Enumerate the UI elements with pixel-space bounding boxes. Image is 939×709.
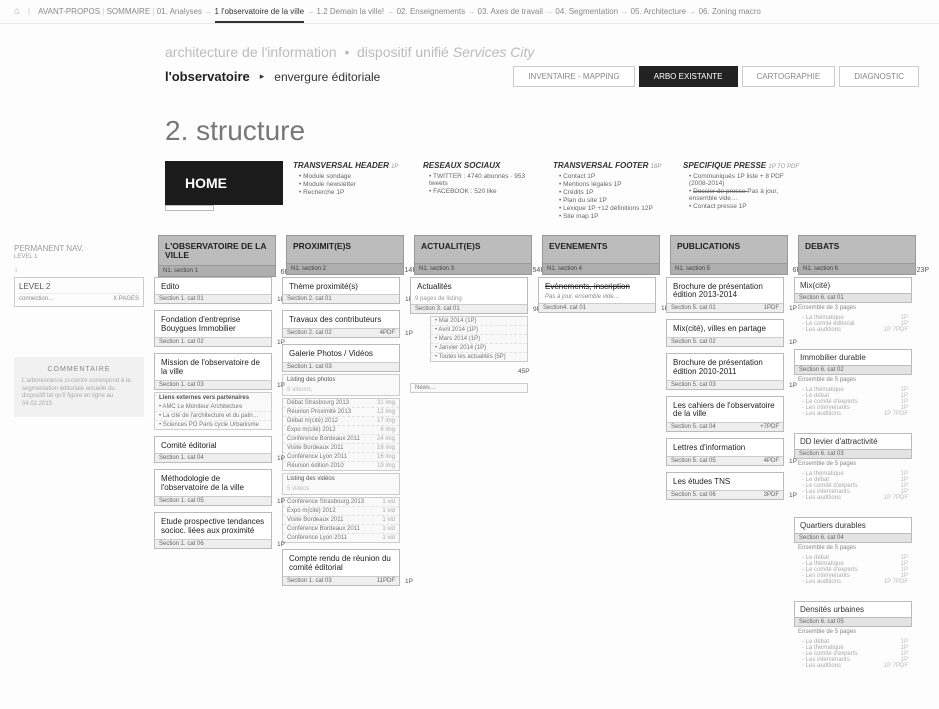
col-proximites: Thème proximité(s)Section 2. cat 011P Tra… <box>282 277 400 586</box>
nav-section[interactable]: PUBLICATIONSN1. section 56P <box>670 235 788 275</box>
level1-row: PERMANENT NAV. LEVEL 1 ↕ L'OBSERVATOIRE … <box>0 235 939 277</box>
breadcrumb-item[interactable]: AVANT-PROPOS <box>38 7 100 16</box>
col-actualites: Actualités9 pages de listingSection 3. c… <box>410 277 528 394</box>
content-card[interactable]: Comité éditorialSection 1. cat 041P <box>154 436 272 464</box>
breadcrumb-item[interactable]: 03. Axes de travail <box>478 7 543 16</box>
tagline-a: architecture de l'information <box>165 44 337 60</box>
level2-connection: connection… <box>19 296 54 302</box>
tagline-c: Services City <box>453 44 535 60</box>
content-card[interactable]: EditoSection 1. cat 011P <box>154 277 272 305</box>
permanent-nav-label: PERMANENT NAV. LEVEL 1 ↕ <box>14 235 158 275</box>
media-listing: Listing des photos8 albums <box>282 374 400 396</box>
nav-section[interactable]: PROXIMIT(E)SN1. section 214P <box>286 235 404 275</box>
content-card[interactable]: Fondation d'entreprise Bouygues Immobili… <box>154 310 272 347</box>
header-group: TRANSVERSAL HEADER 1PModule sondageModul… <box>293 161 411 221</box>
col-evenements: Evènements, inscriptionPas à jour, ensem… <box>538 277 656 314</box>
tagline-b: dispositif unifié <box>357 44 449 60</box>
nav-section[interactable]: L'OBSERVATOIRE DE LA VILLEN1. section 16… <box>158 235 276 277</box>
tab-cartographie[interactable]: CARTOGRAPHIE <box>742 66 836 87</box>
content-card[interactable]: Evènements, inscriptionPas à jour, ensem… <box>538 277 656 314</box>
content-grid: LEVEL 2 connection… X PAGES COMMENTAIRE … <box>0 277 939 709</box>
commentaire-box: COMMENTAIRE L'arborescence ci-contre cor… <box>14 357 144 417</box>
content-card[interactable]: Travaux des contributeursSection 2. cat … <box>282 310 400 338</box>
content-card[interactable]: Mission de l'observatoire de la villeSec… <box>154 353 272 390</box>
header-group: SPECIFIQUE PRESSE 1P TO PDFCommuniqués 1… <box>683 161 801 221</box>
content-card[interactable]: Les cahiers de l'observatoire de la vill… <box>666 396 784 433</box>
level2-box: LEVEL 2 connection… X PAGES <box>14 277 144 307</box>
commentaire-header: COMMENTAIRE <box>22 365 136 374</box>
tab-diagnostic[interactable]: DIAGNOSTIC <box>839 66 919 87</box>
breadcrumb-item[interactable]: 01. Analyses <box>157 7 202 16</box>
breadcrumb-item[interactable]: SOMMAIRE <box>107 7 151 16</box>
debate-group: Densités urbainesSection 6. cat 05Ensemb… <box>794 601 912 673</box>
header: architecture de l'information • disposit… <box>0 24 939 97</box>
content-card[interactable]: Brochure de présentation édition 2013-20… <box>666 277 784 314</box>
content-card[interactable]: Thème proximité(s)Section 2. cat 011P <box>282 277 400 305</box>
home-box[interactable]: HOME <box>165 161 283 205</box>
debate-group: Quartiers durablesSection 6. cat 04Ensem… <box>794 517 912 589</box>
header-group: TRANSVERSAL FOOTER 18PContact 1PMentions… <box>553 161 671 221</box>
commentaire-text: L'arborescence ci-contre correspond à la… <box>22 378 136 409</box>
col-publications: Brochure de présentation édition 2013-20… <box>666 277 784 500</box>
nav-section[interactable]: ACTUALIT(E)SN1. section 354P <box>414 235 532 275</box>
tab-inventaire-mapping[interactable]: INVENTAIRE - MAPPING <box>513 66 634 87</box>
content-card[interactable]: Galerie Photos / VidéosSection 1. cat 03 <box>282 344 400 372</box>
content-card[interactable]: Mix(cité), villes en partageSection 5. c… <box>666 319 784 347</box>
home-row: HOME TRANSVERSAL HEADER 1PModule sondage… <box>165 161 939 221</box>
page-subtitle: envergure éditoriale <box>274 70 380 84</box>
content-card[interactable]: Lettres d'informationSection 5. cat 054P… <box>666 438 784 466</box>
chevron-right-icon: ▸ <box>260 71 265 82</box>
content-card[interactable]: Etude prospective tendances socioc. liée… <box>154 512 272 549</box>
col-observatoire: EditoSection 1. cat 011P Fondation d'entr… <box>154 277 272 549</box>
nav-section[interactable]: EVENEMENTSN1. section 4 <box>542 235 660 275</box>
content-card[interactable]: Actualités9 pages de listingSection 3. c… <box>410 277 528 315</box>
nav-section[interactable]: DEBATSN1. section 623P <box>798 235 916 275</box>
col-debats: Mix(cité)Section 6. cat 01Ensemble de 3 … <box>794 277 912 679</box>
breadcrumb-item[interactable]: 06. Zoning macro <box>699 7 761 16</box>
content-card[interactable]: Méthodologie de l'observatoire de la vil… <box>154 469 272 506</box>
partner-links: Liens externes vers partenaires• AMC Le … <box>154 392 272 430</box>
news-listing: • Mai 2014 (1P)• Avril 2014 (1P)• Mars 2… <box>430 316 528 362</box>
content-card[interactable]: Compte rendu de réunion du comité éditor… <box>282 549 400 586</box>
breadcrumb-item[interactable]: 05. Architecture <box>631 7 687 16</box>
home-icon[interactable]: ⌂ <box>14 6 20 17</box>
breadcrumb-item[interactable]: 04. Segmentation <box>555 7 618 16</box>
debate-group: Mix(cité)Section 6. cat 01Ensemble de 3 … <box>794 277 912 337</box>
level2-header: LEVEL 2 <box>19 282 139 291</box>
tagline: architecture de l'information • disposit… <box>165 44 939 60</box>
debate-group: Immobilier durableSection 6. cat 02Ensem… <box>794 349 912 421</box>
section-title: 2. structure <box>165 115 939 147</box>
content-card[interactable]: Les études TNSSection 5. cat 063PDF1P <box>666 472 784 500</box>
breadcrumb-item[interactable]: 1.2 Demain la ville! <box>317 7 385 16</box>
tabs: INVENTAIRE - MAPPINGARBO EXISTANTECARTOG… <box>513 66 919 87</box>
breadcrumb-item[interactable]: 1 l'observatoire de la ville <box>215 7 305 23</box>
content-card[interactable]: Brochure de présentation édition 2010-20… <box>666 353 784 390</box>
level2-pages: X PAGES <box>113 296 139 302</box>
header-group: RESEAUX SOCIAUX TWITTER : 4740 abonnés ·… <box>423 161 541 221</box>
top-breadcrumb: ⌂ | AVANT-PROPOS | SOMMAIRE | 01. Analys… <box>0 0 939 24</box>
media-listing: Listing des vidéos5 vidéos <box>282 473 400 495</box>
breadcrumb-item[interactable]: 02. Enseignements <box>397 7 466 16</box>
debate-group: DD levier d'attractivitéSection 6. cat 0… <box>794 433 912 505</box>
tab-arbo-existante[interactable]: ARBO EXISTANTE <box>639 66 738 87</box>
page-title: l'observatoire <box>165 69 250 84</box>
